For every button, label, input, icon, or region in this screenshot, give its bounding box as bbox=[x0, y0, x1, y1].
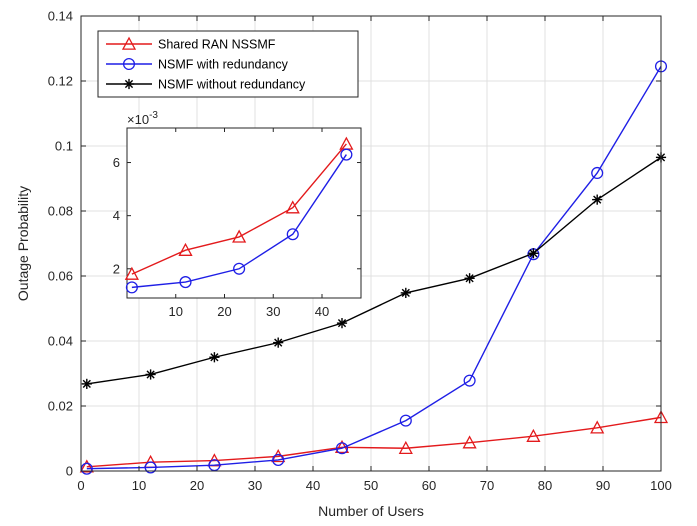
legend-label: Shared RAN NSSMF bbox=[158, 38, 276, 52]
inset-data-point bbox=[286, 228, 299, 241]
data-point bbox=[462, 435, 477, 449]
data-point bbox=[79, 459, 94, 473]
inset-y-tick-label: 2 bbox=[113, 261, 120, 276]
legend-label: NSMF with redundancy bbox=[158, 58, 289, 72]
data-point bbox=[145, 369, 156, 380]
x-tick-label: 90 bbox=[596, 478, 610, 493]
y-tick-label: 0.06 bbox=[48, 269, 73, 284]
x-tick-label: 30 bbox=[248, 478, 262, 493]
data-point bbox=[591, 166, 604, 180]
y-tick-label: 0.02 bbox=[48, 399, 73, 414]
x-tick-label: 0 bbox=[77, 478, 84, 493]
x-tick-label: 100 bbox=[650, 478, 672, 493]
inset-data-point bbox=[179, 276, 192, 289]
data-point bbox=[463, 374, 476, 387]
inset-scale-exponent: -3 bbox=[149, 110, 158, 121]
inset-series-layer bbox=[124, 136, 354, 294]
y-tick-label: 0.1 bbox=[55, 139, 73, 154]
data-point bbox=[399, 414, 412, 427]
inset-x-tick-label: 10 bbox=[169, 304, 183, 319]
inset-data-point bbox=[125, 281, 138, 294]
y-axis-label: Outage Probability bbox=[15, 186, 31, 301]
legend-marker bbox=[122, 57, 136, 71]
legend-label: NSMF without redundancy bbox=[158, 78, 306, 92]
data-point bbox=[81, 378, 92, 389]
inset-ticks: 10 20 30 40 2 4 6 bbox=[113, 128, 361, 319]
x-tick-label: 40 bbox=[306, 478, 320, 493]
data-point bbox=[144, 461, 157, 474]
x-tick-label: 60 bbox=[422, 478, 436, 493]
data-point bbox=[590, 420, 605, 434]
inset-series-line bbox=[131, 154, 347, 289]
x-axis-label: Number of Users bbox=[318, 503, 424, 519]
inset-data-point bbox=[124, 266, 139, 280]
y-tick-label: 0.08 bbox=[48, 204, 73, 219]
series-line bbox=[86, 156, 662, 385]
inset-scale-factor: ×10-3 bbox=[127, 110, 158, 127]
data-point bbox=[400, 287, 411, 298]
x-tick-label: 70 bbox=[480, 478, 494, 493]
y-tick-label: 0.04 bbox=[48, 334, 73, 349]
x-tick-label: 20 bbox=[190, 478, 204, 493]
x-tick-label: 10 bbox=[132, 478, 146, 493]
legend-marker bbox=[121, 36, 137, 50]
main-ticks: 0 10 20 30 40 50 60 70 80 90 100 0 0.02 0.04 0.06 0.08 0… bbox=[48, 9, 672, 494]
inset-data-point bbox=[178, 242, 193, 256]
inset-y-tick-label: 4 bbox=[113, 208, 120, 223]
x-tick-label: 80 bbox=[538, 478, 552, 493]
data-point bbox=[528, 248, 539, 259]
legend: Shared RAN NSSMF NSMF with redundancy NSMF… bbox=[97, 30, 359, 98]
data-point bbox=[273, 337, 284, 348]
x-tick-label: 50 bbox=[364, 478, 378, 493]
data-point bbox=[336, 318, 348, 329]
inset-chart: 10 20 30 40 2 4 6 ×10-3 bbox=[113, 110, 362, 319]
inset-data-point bbox=[285, 200, 300, 214]
y-tick-label: 0.12 bbox=[48, 74, 73, 89]
data-point bbox=[592, 194, 603, 205]
inset-data-point bbox=[232, 229, 247, 243]
data-point bbox=[526, 428, 541, 442]
main-series-layer bbox=[79, 60, 669, 475]
inset-background bbox=[126, 127, 362, 299]
series-line bbox=[86, 66, 662, 470]
inset-data-point bbox=[233, 262, 246, 275]
y-tick-label: 0.14 bbox=[48, 9, 73, 24]
data-point bbox=[272, 453, 285, 467]
inset-x-tick-label: 30 bbox=[266, 304, 280, 319]
data-point bbox=[209, 352, 220, 363]
inset-x-tick-label: 40 bbox=[315, 304, 329, 319]
data-point bbox=[398, 440, 413, 455]
y-tick-label: 0 bbox=[66, 464, 73, 479]
data-point bbox=[335, 442, 349, 455]
inset-x-tick-label: 20 bbox=[217, 304, 231, 319]
legend-marker bbox=[123, 78, 135, 90]
legend-items: Shared RAN NSSMF NSMF with redundancy NSMF… bbox=[106, 36, 306, 92]
inset-y-tick-label: 6 bbox=[113, 155, 120, 170]
inset-series-line bbox=[131, 143, 347, 275]
inset-data-point bbox=[340, 148, 353, 161]
series-line bbox=[86, 416, 662, 468]
inset-scale-base: ×10 bbox=[127, 112, 149, 127]
data-point bbox=[464, 273, 475, 284]
